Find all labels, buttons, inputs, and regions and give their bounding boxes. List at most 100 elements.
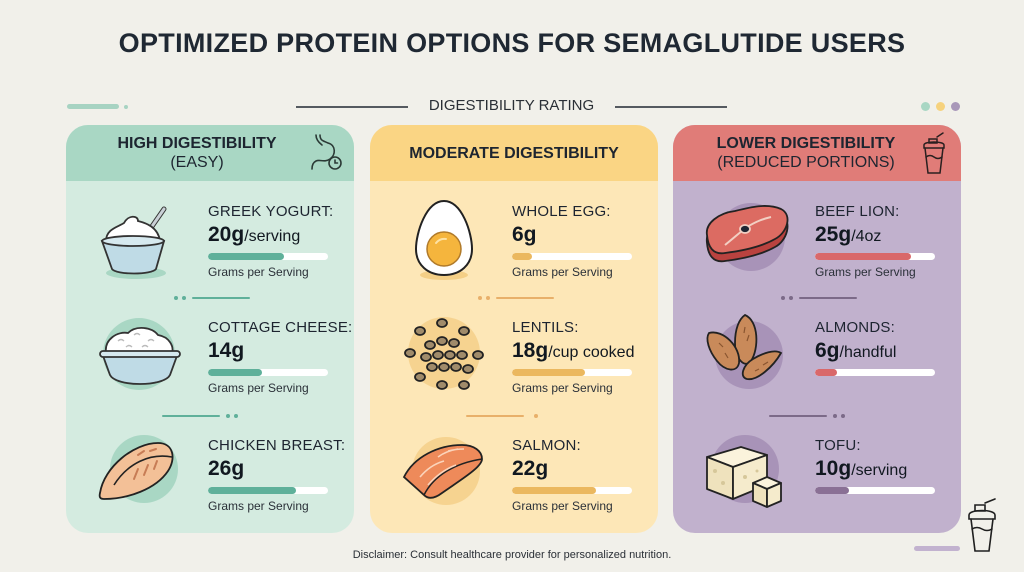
- almonds-icon: [706, 313, 783, 389]
- bar-caption: Grams per Serving: [815, 265, 916, 279]
- amount-value: 26g: [208, 457, 245, 480]
- protein-bar: [512, 369, 632, 376]
- food-item-whole-egg: WHOLE EGG: 6g Grams per Serving: [370, 181, 658, 291]
- protein-shaker-icon: [921, 131, 947, 180]
- protein-amount: 6g: [512, 223, 537, 247]
- lentils-icon: [404, 317, 484, 390]
- protein-bar-fill: [512, 253, 533, 260]
- stomach-clock-icon: [308, 133, 344, 178]
- protein-bar-fill: [815, 487, 849, 494]
- decorative-pill: [67, 104, 119, 109]
- amount-value: 18g: [512, 339, 549, 362]
- protein-amount: 22g: [512, 457, 548, 481]
- amount-unit: /serving: [244, 228, 301, 245]
- panel-subheading: (REDUCED PORTIONS): [717, 154, 895, 171]
- protein-bar: [815, 253, 935, 260]
- panel-header: LOWER DIGESTIBILITY (REDUCED PORTIONS): [673, 125, 961, 181]
- food-name: BEEF LION:: [815, 203, 900, 220]
- protein-bar-fill: [208, 369, 262, 376]
- protein-bar-fill: [512, 369, 586, 376]
- greek-yogurt-icon: [100, 206, 167, 279]
- panel-lower-digestibility: LOWER DIGESTIBILITY (REDUCED PORTIONS) B…: [673, 125, 961, 533]
- food-name: COTTAGE CHEESE:: [208, 319, 353, 336]
- food-name: GREEK YOGURT:: [208, 203, 334, 220]
- protein-bar-fill: [815, 369, 837, 376]
- protein-bar: [208, 369, 328, 376]
- divider-line: [296, 106, 408, 108]
- bar-caption: Grams per Serving: [512, 499, 613, 513]
- panel-header: MODERATE DIGESTIBILITY: [370, 125, 658, 181]
- food-item-beef-loin: BEEF LION: 25g/4oz Grams per Serving: [673, 181, 961, 291]
- item-separator: [769, 413, 849, 419]
- dot-yellow: [936, 102, 945, 111]
- panel-header: HIGH DIGESTIBILITY (EASY): [66, 125, 354, 181]
- item-separator: [769, 295, 857, 301]
- boiled-egg-icon: [414, 199, 474, 280]
- food-item-salmon: SALMON: 22g Grams per Serving: [370, 415, 658, 525]
- decorative-dot: [124, 105, 128, 109]
- food-name: TOFU:: [815, 437, 861, 454]
- amount-value: 6g: [512, 223, 537, 246]
- section-subtitle: DIGESTIBILITY RATING: [0, 97, 1024, 117]
- food-name: SALMON:: [512, 437, 581, 454]
- amount-unit: /handful: [839, 344, 897, 361]
- panel-high-digestibility: HIGH DIGESTIBILITY (EASY) GREEK YOGURT: …: [66, 125, 354, 533]
- decorative-dots: [921, 102, 960, 111]
- bar-caption: Grams per Serving: [208, 265, 309, 279]
- amount-value: 6g: [815, 339, 840, 362]
- protein-bar-fill: [208, 253, 284, 260]
- amount-value: 10g: [815, 457, 852, 480]
- protein-bar: [512, 487, 632, 494]
- amount-value: 20g: [208, 223, 245, 246]
- amount-unit: /cup cooked: [548, 344, 635, 361]
- subtitle-label: DIGESTIBILITY RATING: [428, 97, 595, 114]
- protein-bar: [208, 487, 328, 494]
- food-name: CHICKEN BREAST:: [208, 437, 346, 454]
- dot-green: [921, 102, 930, 111]
- amount-value: 22g: [512, 457, 549, 480]
- bar-caption: Grams per Serving: [512, 265, 613, 279]
- food-item-lentils: LENTILS: 18g/cup cooked Grams per Servin…: [370, 297, 658, 407]
- bar-caption: Grams per Serving: [512, 381, 613, 395]
- protein-amount: 18g/cup cooked: [512, 339, 634, 363]
- amount-unit: /serving: [851, 462, 908, 479]
- amount-value: 14g: [208, 339, 245, 362]
- amount-value: 25g: [815, 223, 852, 246]
- panel-heading: MODERATE DIGESTIBILITY: [409, 144, 619, 162]
- decorative-pill: [914, 546, 960, 551]
- panel-heading: HIGH DIGESTIBILITY: [117, 135, 277, 152]
- food-item-greek-yogurt: GREEK YOGURT: 20g/serving Grams per Serv…: [66, 181, 354, 291]
- steak-icon: [706, 203, 789, 271]
- page-title: OPTIMIZED PROTEIN OPTIONS FOR SEMAGLUTID…: [118, 28, 906, 58]
- disclaimer: Disclaimer: Consult healthcare provider …: [352, 549, 672, 561]
- salmon-icon: [402, 437, 483, 505]
- protein-bar: [512, 253, 632, 260]
- protein-bar: [208, 253, 328, 260]
- panel-moderate-digestibility: MODERATE DIGESTIBILITY WHOLE EGG: 6g Gra…: [370, 125, 658, 533]
- protein-bar-fill: [815, 253, 911, 260]
- food-item-chicken-breast: CHICKEN BREAST: 26g Grams per Serving: [66, 415, 354, 525]
- protein-shaker-icon: [965, 497, 999, 558]
- food-name: WHOLE EGG:: [512, 203, 611, 220]
- dot-purple: [951, 102, 960, 111]
- food-item-tofu: TOFU: 10g/serving: [673, 415, 961, 525]
- chicken-breast-icon: [98, 435, 178, 503]
- protein-amount: 20g/serving: [208, 223, 300, 247]
- tofu-icon: [706, 435, 782, 508]
- protein-bar: [815, 369, 935, 376]
- cottage-cheese-icon: [99, 318, 181, 390]
- food-item-almonds: ALMONDS: 6g/handful: [673, 297, 961, 407]
- item-separator: [466, 295, 554, 301]
- protein-bar-fill: [208, 487, 296, 494]
- protein-amount: 25g/4oz: [815, 223, 881, 247]
- protein-amount: 6g/handful: [815, 339, 896, 363]
- divider-line: [615, 106, 727, 108]
- protein-amount: 26g: [208, 457, 244, 481]
- food-name: LENTILS:: [512, 319, 579, 336]
- food-item-cottage-cheese: COTTAGE CHEESE: 14g Grams per Serving: [66, 297, 354, 407]
- bar-caption: Grams per Serving: [208, 381, 309, 395]
- bar-caption: Grams per Serving: [208, 499, 309, 513]
- amount-unit: /4oz: [851, 228, 882, 245]
- protein-amount: 14g: [208, 339, 244, 363]
- panel-subheading: (EASY): [170, 154, 224, 171]
